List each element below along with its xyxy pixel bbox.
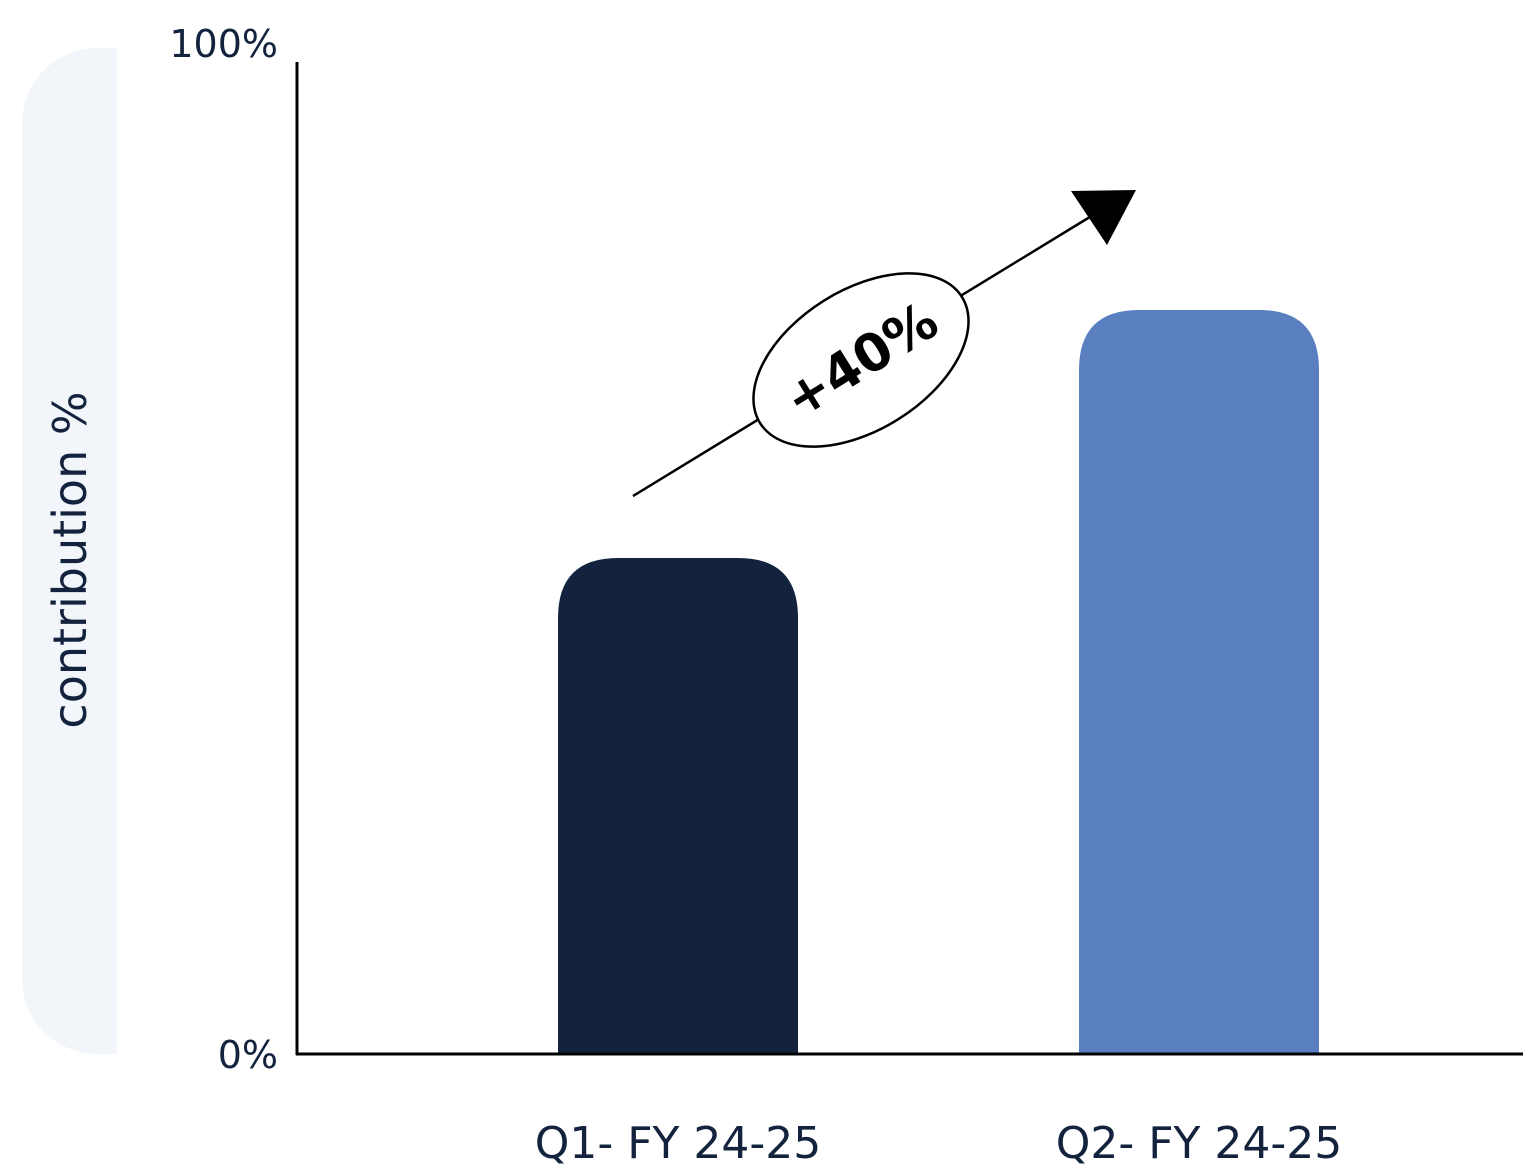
y-tick-label-bottom: 0% [218, 1033, 278, 1077]
growth-annotation: +40% [632, 190, 1136, 498]
y-tick-label-top: 100% [169, 22, 278, 66]
x-tick-label-q1: Q1- FY 24-25 [535, 1118, 822, 1167]
growth-arrow-head [1071, 190, 1136, 245]
y-axis-label-band-mask [117, 40, 237, 1070]
bars-group [558, 310, 1319, 1054]
bar-q2 [1079, 310, 1319, 1054]
bar-q1 [558, 558, 798, 1054]
growth-annotation-bubble [752, 272, 970, 448]
x-tick-label-q2: Q2- FY 24-25 [1056, 1118, 1343, 1167]
y-axis-label: contribution % [43, 391, 97, 728]
